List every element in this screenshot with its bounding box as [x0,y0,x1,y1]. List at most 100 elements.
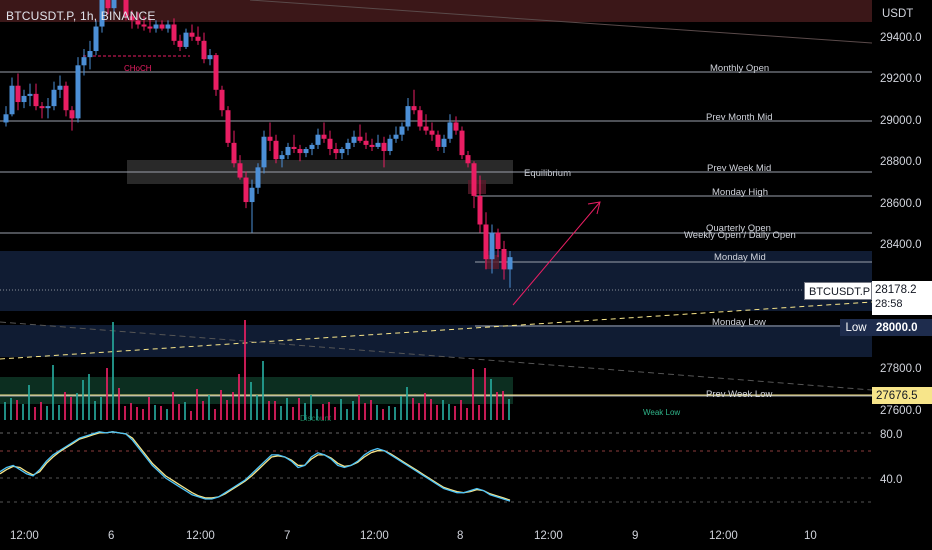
volume-bar [160,406,162,420]
candle-body [189,32,195,37]
candle-body [327,138,333,149]
candle-body [141,24,147,27]
projection-arrow[interactable] [512,201,601,306]
time-tick: 6 [108,530,114,542]
volume-bar [382,409,384,420]
volume-bar [400,396,402,420]
volume-bar [436,405,438,420]
volume-bar [256,395,258,420]
candle-body [153,24,159,29]
demand-zone-upper [0,251,872,311]
candle-body [387,138,393,152]
candle-body [165,24,171,29]
candle-body [495,232,501,249]
trendline-dashed-up[interactable] [0,301,872,360]
volume-bar [310,395,312,420]
candle-body [87,51,93,58]
volume-bar [412,398,414,420]
candle-body [279,155,285,160]
time-tick: 8 [457,530,463,542]
volume-bar [406,387,408,420]
bar-countdown: 28:58 [875,298,903,310]
level-label-prev-week-mid: Prev Week Mid [707,163,771,174]
candle-body [201,40,207,60]
price-chart[interactable]: Equilibrium Discount Weak Low CHoCH Mont… [0,0,872,520]
volume-bar [148,397,150,420]
time-tick: 10 [804,530,817,542]
candle-body [105,0,111,9]
price-tick: 28400.0 [880,239,922,251]
volume-bar [202,401,204,420]
volume-bar [250,382,252,420]
equilibrium-label: Equilibrium [524,168,571,179]
candle-body [411,106,417,111]
volume-bar [484,368,486,420]
stochastic-d-line [0,431,511,501]
current-price: 28178.2 [875,284,917,296]
level-label-monday-high: Monday High [712,187,768,198]
volume-bar [454,406,456,420]
time-tick: 12:00 [709,530,738,542]
trendline-dashed-down[interactable] [0,321,872,391]
volume-bar [124,406,126,420]
volume-bar [88,374,90,420]
candle-body [75,65,81,119]
volume-bar [496,392,498,420]
candle-body [501,248,507,270]
currency-label[interactable]: USDT [882,8,914,20]
volume-bar [46,406,48,420]
candle-body [147,26,153,29]
candle-body [63,85,69,111]
candle-body [507,257,513,270]
volume-bar [388,406,390,420]
volume-bar [304,403,306,420]
volume-bar [244,320,246,420]
volume-bar [238,374,240,420]
level-label-quarterly-open: Quarterly Open [706,223,771,234]
symbol-title[interactable]: BTCUSDT.P, 1h, BINANCE [6,9,156,23]
volume-bar [136,407,138,420]
price-tick: 29200.0 [880,73,922,85]
candle-body [33,93,39,107]
candle-body [177,40,183,47]
candle-body [21,95,27,103]
candle-body [171,24,177,41]
volume-bar [142,409,144,420]
trendline-top[interactable] [249,0,872,44]
candle-body [393,134,399,139]
candle-body [267,136,273,141]
time-axis[interactable]: 12:00 6 12:00 7 12:00 8 12:00 9 12:00 10 [0,520,932,550]
volume-bar [352,401,354,420]
low-price-tag: 28000.0 [872,319,932,336]
price-tick: 28800.0 [880,156,922,168]
candle-body [51,89,57,107]
volume-bar [478,405,480,420]
candle-body [135,20,141,25]
volume-bar [232,392,234,420]
candle-body [315,134,321,145]
volume-bar [292,407,294,420]
candle-body [255,167,261,188]
candle-body [471,163,477,196]
candle-body [435,134,441,147]
volume-bar [364,403,366,420]
stochastic-k-line [0,431,511,502]
volume-bar [274,401,276,420]
volume-bar [394,407,396,420]
volume-bar [508,399,510,420]
candle-body [261,136,267,168]
candle-body [489,232,495,260]
time-tick: 12:00 [186,530,215,542]
level-label-monday-mid: Monday Mid [714,252,766,263]
level-label-prev-month-mid: Prev Month Mid [706,112,773,123]
candles[interactable] [3,0,513,288]
candle-body [483,224,489,260]
ma-price-tag: 27676.5 [872,387,932,404]
volume-bar [472,369,474,420]
volume-bar [166,409,168,420]
current-price-tag: 28178.2 28:58 [872,281,932,315]
candle-body [249,187,255,203]
fvg-box-1 [468,180,486,194]
price-axis[interactable]: 29400.0 29200.0 29000.0 28800.0 28600.0 … [872,0,932,520]
candle-body [309,144,315,149]
